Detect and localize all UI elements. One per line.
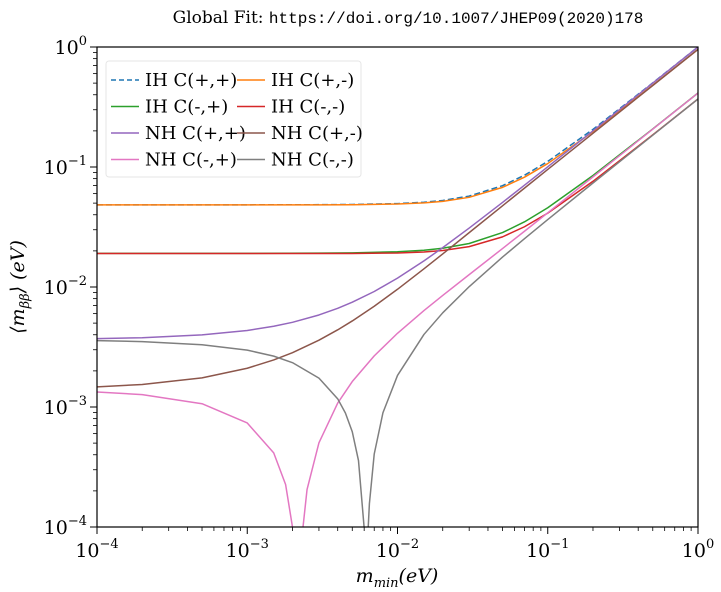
legend-label: NH C(+,-) — [271, 123, 363, 144]
series-line-3 — [97, 98, 698, 255]
series-line-7 — [97, 98, 698, 527]
legend-entry: IH C(-,-) — [237, 97, 345, 118]
series-line-4 — [97, 47, 698, 340]
legend-entry: NH C(+,-) — [237, 123, 363, 144]
x-tick-label: 10−4 — [75, 537, 118, 562]
series-line-5 — [97, 48, 698, 388]
legend-label: NH C(-,+) — [145, 150, 237, 171]
x-tick-label: 10−3 — [226, 537, 269, 562]
legend-box — [105, 60, 362, 178]
y-tick-label: 10−4 — [44, 514, 87, 539]
chart-title: Global Fit: https://doi.org/10.1007/JHEP… — [173, 8, 644, 28]
ticks-layer: 10−4 10−3 10−2 10−1 100 10−4 10−3 10−2 10−1 100 — [44, 34, 715, 562]
x-tick-label: 100 — [682, 537, 714, 562]
y-tick-label: 10−3 — [44, 394, 87, 419]
legend-entry: IH C(+,-) — [237, 70, 354, 91]
y-tick-label: 100 — [55, 34, 87, 59]
x-axis-label: mmin(eV) — [356, 565, 439, 591]
x-tick-label: 10−1 — [526, 537, 569, 562]
legend-entry: NH C(-,-) — [237, 150, 354, 171]
legend-label: NH C(-,-) — [271, 150, 354, 171]
legend-label: IH C(-,+) — [145, 97, 228, 118]
legend-entry: IH C(+,+) — [111, 70, 237, 91]
y-axis-label: ⟨mββ⟩ (eV) — [7, 240, 33, 334]
y-tick-label: 10−1 — [44, 154, 87, 179]
title-prefix: Global Fit: — [173, 8, 269, 28]
legend-entry: NH C(+,+) — [111, 123, 246, 144]
legend-label: IH C(-,-) — [271, 97, 345, 118]
legend-entry: IH C(-,+) — [111, 97, 228, 118]
x-tick-label: 10−2 — [376, 537, 419, 562]
legend: IH C(+,+) IH C(+,-) IH C(-,+) IH C(-,-) NH C… — [105, 60, 363, 178]
title-link: https://doi.org/10.1007/JHEP09(2020)178 — [269, 10, 643, 28]
legend-label: NH C(+,+) — [145, 123, 246, 144]
y-tick-label: 10−2 — [44, 274, 87, 299]
legend-label: IH C(+,-) — [271, 70, 354, 91]
legend-label: IH C(+,+) — [145, 70, 237, 91]
legend-entry: NH C(-,+) — [111, 150, 237, 171]
series-layer — [97, 47, 698, 527]
series-line-6 — [97, 92, 698, 527]
